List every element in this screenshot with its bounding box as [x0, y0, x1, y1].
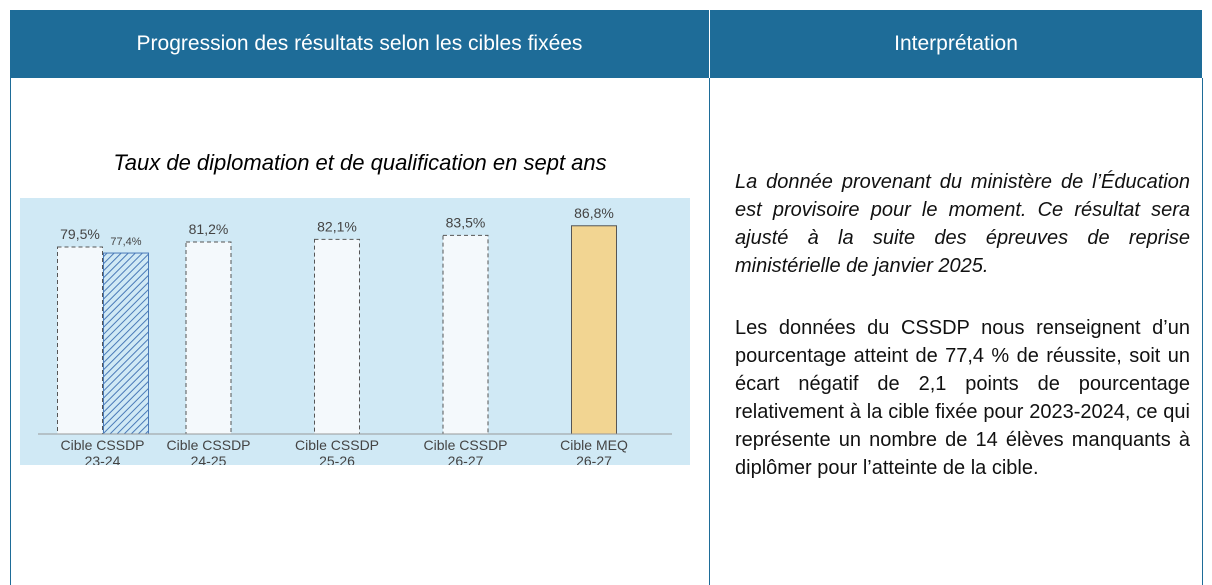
x-tick-label: Cible MEQ [560, 437, 628, 453]
value-label: 77,4% [110, 236, 141, 248]
interpretation: La donnée provenant du ministère de l’Éd… [735, 168, 1190, 516]
paragraph: La donnée provenant du ministère de l’Éd… [735, 171, 1190, 277]
column-header: Interprétation [710, 10, 1202, 78]
column-border [709, 78, 710, 585]
value-label: 83,5% [446, 214, 486, 230]
bar [571, 225, 617, 435]
value-label: 86,8% [574, 205, 614, 221]
x-tick-label: Cible CSSDP [295, 437, 379, 453]
x-tick-label: 24-25 [191, 453, 227, 465]
paragraph: Les données du CSSDP nous renseignent d’… [735, 317, 1190, 479]
x-tick-label: Cible CSSDP [166, 437, 250, 453]
column-header: Progression des résultats selon les cibl… [10, 10, 709, 78]
column-border [10, 78, 11, 585]
x-tick-label: 26-27 [448, 453, 484, 465]
x-tick-label: 25-26 [319, 453, 355, 465]
bar [103, 252, 149, 435]
bar [442, 234, 489, 435]
value-label: 79,5% [60, 226, 100, 242]
bar [57, 246, 103, 435]
bar [185, 241, 232, 435]
chart-title: Taux de diplomation et de qualification … [113, 150, 607, 175]
value-label: 81,2% [189, 221, 229, 237]
value-label: 82,1% [317, 218, 357, 234]
chart: 79,5% 81,2% 82,1% 83,5% 86,8% 77,4% Cible CSSD… [20, 198, 690, 465]
x-tick-label: 23-24 [85, 453, 121, 465]
column-border [1202, 78, 1203, 585]
x-tick-label: Cible CSSDP [423, 437, 507, 453]
bar [314, 238, 360, 435]
x-tick-label: 26-27 [576, 453, 612, 465]
x-tick-label: Cible CSSDP [60, 437, 144, 453]
